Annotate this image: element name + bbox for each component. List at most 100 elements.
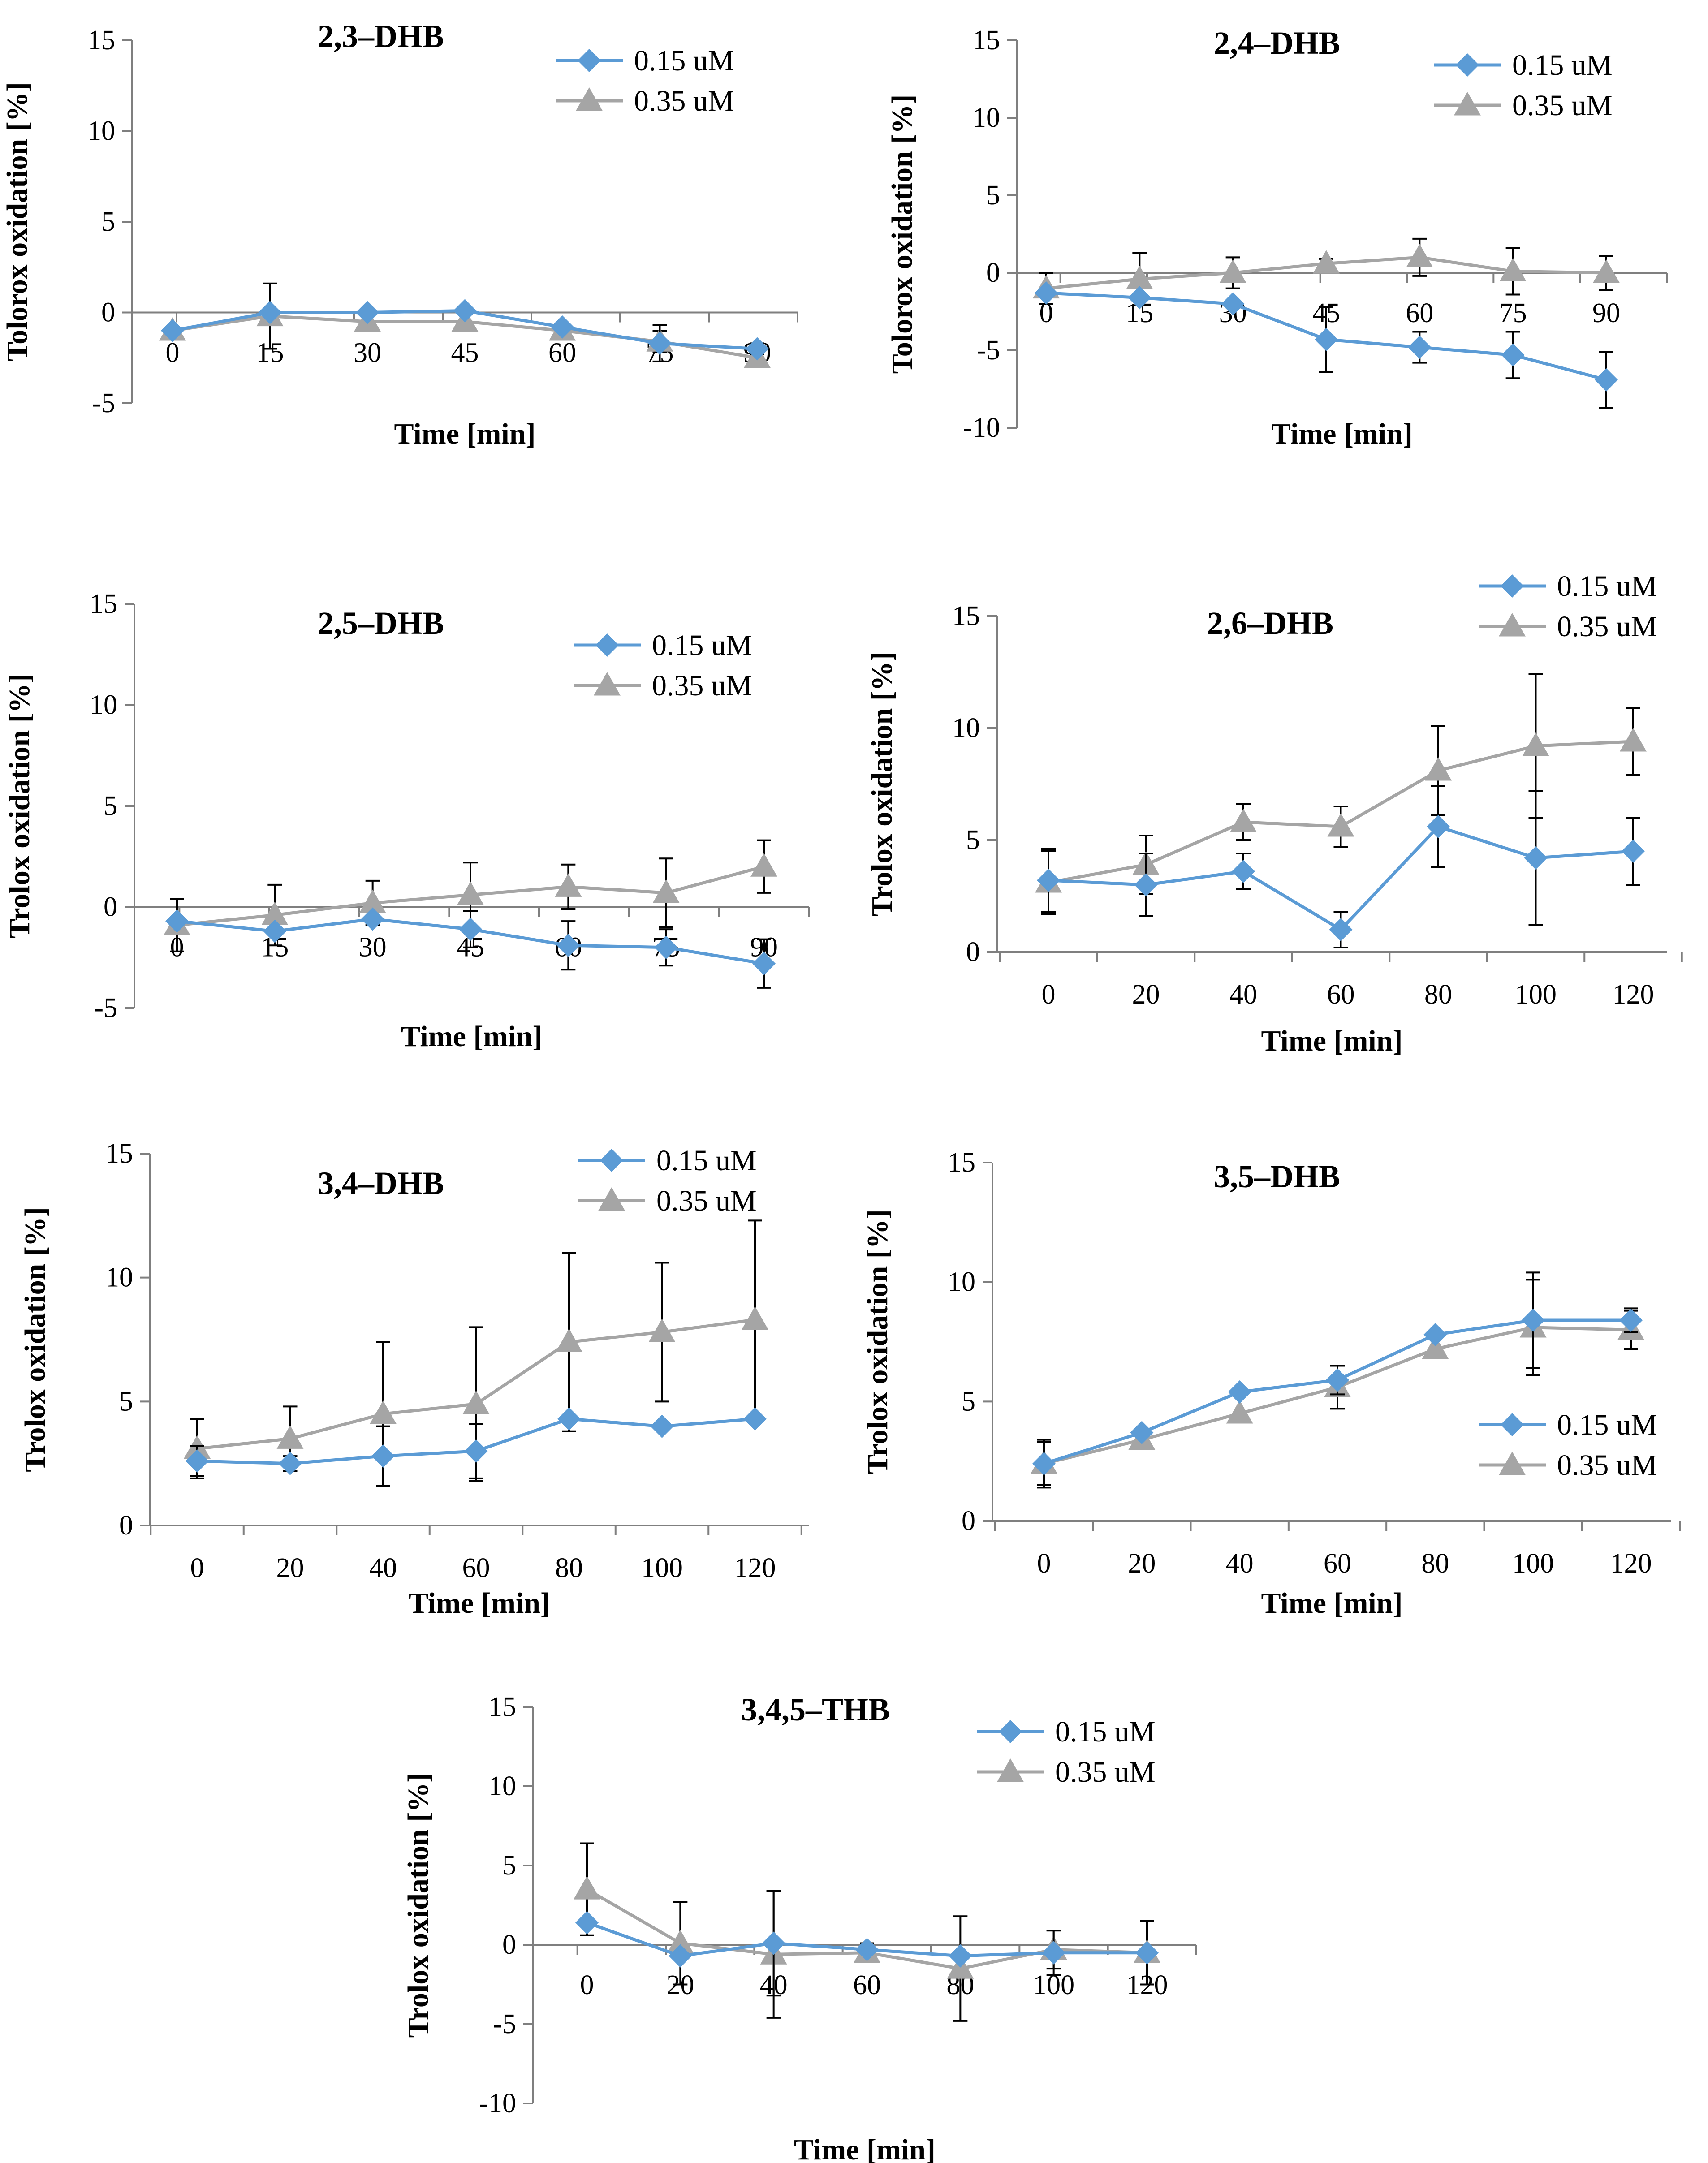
y-tick-label: 10 <box>972 103 1000 133</box>
y-tick-label: 10 <box>952 713 980 743</box>
legend-marker <box>999 1720 1022 1743</box>
legend: 0.15 uM 0.35 uM <box>1479 1409 1657 1482</box>
y-tick-label: -5 <box>493 2009 516 2039</box>
chart-title: 3,4,5–THB <box>741 1692 890 1728</box>
data-point <box>556 934 580 957</box>
data-point <box>1595 368 1618 392</box>
y-tick-label: 5 <box>104 791 117 821</box>
data-point <box>161 319 184 342</box>
y-tick-label: 0 <box>986 258 1000 288</box>
y-tick-label: 15 <box>90 589 117 619</box>
data-point <box>263 919 287 943</box>
x-tick-label: 40 <box>1229 979 1257 1010</box>
x-tick-label: 120 <box>734 1553 776 1583</box>
y-axis-title: Trolox oxidation [%] <box>402 1773 435 2038</box>
data-point <box>551 315 574 339</box>
data-point <box>370 1400 397 1424</box>
data-point <box>1035 281 1058 305</box>
data-point <box>1230 809 1257 832</box>
legend: 0.15 uM 0.35 uM <box>1434 49 1613 122</box>
x-axis-title: Time [min] <box>1261 1025 1403 1057</box>
chart-title: 2,6–DHB <box>1207 605 1333 641</box>
y-tick-label: 10 <box>90 690 117 720</box>
data-point <box>1232 860 1255 883</box>
y-tick-label: 5 <box>101 207 115 237</box>
x-tick-label: 60 <box>1324 1548 1351 1579</box>
data-point <box>1315 327 1338 351</box>
x-axis-title: Time [min] <box>1261 1587 1403 1620</box>
data-point <box>1422 1336 1449 1359</box>
data-point <box>1619 1309 1643 1332</box>
x-tick-label: 80 <box>1424 979 1452 1010</box>
y-tick-label: 5 <box>986 180 1000 211</box>
legend-label: 0.35 uM <box>652 669 752 702</box>
data-point <box>648 332 672 355</box>
legend: 0.15 uM 0.35 uM <box>977 1715 1156 1788</box>
legend-label: 0.15 uM <box>1512 49 1613 82</box>
legend-label: 0.35 uM <box>1512 89 1613 122</box>
data-point <box>1128 286 1152 310</box>
y-tick-label: 10 <box>87 116 115 146</box>
x-tick-label: 75 <box>1499 298 1527 328</box>
legend-marker <box>1501 574 1524 598</box>
y-tick-label: -10 <box>479 2088 516 2119</box>
y-tick-label: 5 <box>502 1850 516 1881</box>
series-0-35-um <box>1035 673 1647 915</box>
legend: 0.15 uM 0.35 uM <box>574 629 752 702</box>
y-tick-label: 0 <box>119 1510 133 1541</box>
data-point <box>1219 259 1246 283</box>
x-tick-label: 0 <box>190 1553 204 1583</box>
data-point <box>1329 918 1353 941</box>
x-tick-label: 90 <box>1592 298 1620 328</box>
x-tick-label: 60 <box>853 1970 881 2000</box>
data-point <box>652 879 680 903</box>
legend-marker <box>598 1187 625 1211</box>
data-point <box>361 907 384 931</box>
x-tick-label: 100 <box>1515 979 1557 1010</box>
y-tick-label: 15 <box>972 25 1000 56</box>
y-tick-label: 10 <box>488 1771 516 1801</box>
data-point <box>1408 336 1432 359</box>
x-tick-label: 40 <box>1226 1548 1254 1579</box>
data-point <box>1499 258 1527 282</box>
legend-label: 0.15 uM <box>1055 1715 1156 1748</box>
x-tick-label: 60 <box>1327 979 1355 1010</box>
data-point <box>1327 813 1354 837</box>
data-point <box>1423 1323 1447 1346</box>
data-point <box>371 1444 395 1468</box>
legend-label: 0.35 uM <box>656 1185 757 1217</box>
legend-label: 0.35 uM <box>634 85 734 117</box>
data-point <box>1221 292 1245 316</box>
y-tick-label: 0 <box>962 1506 975 1536</box>
chart-title: 2,3–DHB <box>318 18 444 54</box>
legend-label: 0.15 uM <box>634 44 734 77</box>
data-point <box>356 301 379 324</box>
data-point <box>752 952 776 975</box>
series-0-15-um <box>1032 1271 1643 1489</box>
legend: 0.15 uM 0.35 uM <box>578 1144 757 1217</box>
data-point <box>575 1911 599 1935</box>
x-tick-label: 30 <box>354 338 381 368</box>
legend-marker <box>1499 613 1526 637</box>
data-point <box>949 1944 972 1968</box>
data-point <box>574 1876 600 1900</box>
data-point <box>746 337 769 361</box>
data-point <box>743 1407 767 1431</box>
data-point <box>1521 1309 1545 1332</box>
legend-marker <box>595 633 619 657</box>
legend-marker <box>600 1149 623 1172</box>
series-0-15-um <box>575 1890 1159 1997</box>
y-tick-label: 5 <box>119 1386 133 1417</box>
chart-title: 2,5–DHB <box>318 605 444 641</box>
x-tick-label: 45 <box>451 338 479 368</box>
x-tick-label: 120 <box>1613 979 1654 1010</box>
series-0-15-um <box>165 907 776 989</box>
x-tick-label: 0 <box>1037 1548 1051 1579</box>
y-tick-label: 15 <box>488 1692 516 1722</box>
y-tick-label: 15 <box>952 601 980 631</box>
data-point <box>648 1318 676 1342</box>
y-tick-label: 0 <box>502 1930 516 1960</box>
x-tick-label: 60 <box>1406 298 1433 328</box>
data-point <box>1042 1941 1065 1965</box>
